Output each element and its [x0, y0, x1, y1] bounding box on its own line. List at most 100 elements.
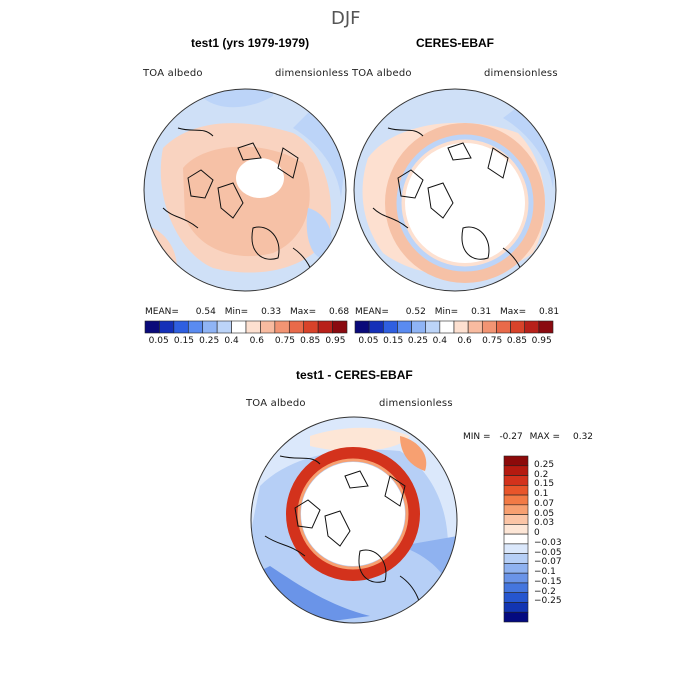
colorbar-swatch [354, 320, 370, 334]
colorbar-tick-label: −0.2 [534, 586, 556, 597]
colorbar-swatch [503, 455, 529, 467]
colorbar-swatch [159, 320, 175, 334]
colorbar-tick-label: 0.4 [432, 336, 447, 346]
colorbar-swatch [481, 320, 497, 334]
colorbar-tick-label: 0 [534, 528, 540, 539]
panel2-mean-label: MEAN= [355, 307, 389, 317]
colorbar-tick-label: −0.05 [534, 547, 562, 558]
colorbar-tick-label: 0.75 [482, 336, 503, 346]
colorbar-swatch [332, 320, 348, 334]
colorbar-swatch [288, 320, 305, 334]
colorbar-swatch [503, 592, 529, 603]
colorbar-swatch [503, 494, 529, 506]
colorbar-swatch [503, 563, 529, 574]
colorbar-swatch [503, 543, 529, 554]
colorbar-tick-label: 0.75 [274, 336, 295, 346]
colorbar-swatch [216, 320, 232, 334]
colorbar-tick-label: 0.2 [534, 469, 549, 480]
colorbar-swatch [274, 320, 290, 334]
panel1-min-label: Min= [224, 307, 249, 317]
panel2-title: CERES-EBAF [416, 36, 495, 50]
panel3-variable-label: TOA albedo [246, 398, 306, 409]
colorbar-tick-label: 0.1 [534, 489, 549, 500]
colorbar-tick-label: 0.85 [506, 336, 527, 346]
panel1-colorbar-ticks: 0.05 0.15 0.25 0.4 0.6 0.75 0.85 0.95 [145, 336, 347, 348]
colorbar-tick-label: 0.05 [534, 508, 555, 519]
panel3-colorbar [503, 455, 529, 623]
panel1-max: 0.68 [329, 307, 350, 317]
colorbar-tick-label: 0.25 [534, 459, 555, 470]
colorbar-tick-label: 0.15 [383, 336, 404, 346]
panel2-min: 0.31 [471, 307, 492, 317]
colorbar-swatch [397, 320, 412, 334]
panel3-units-label: dimensionless [379, 398, 453, 409]
colorbar-tick-label: 0.6 [249, 336, 264, 346]
panel2-min-label: Min= [434, 307, 459, 317]
colorbar-tick-label: 0.15 [173, 336, 194, 346]
panel1-mean-label: MEAN= [145, 307, 179, 317]
colorbar-tick-label: 0.25 [199, 336, 220, 346]
panel2-map [353, 88, 557, 292]
panel2-variable-label: TOA albedo [352, 68, 412, 79]
colorbar-swatch [231, 320, 247, 334]
colorbar-tick-label: 0.07 [534, 498, 555, 509]
colorbar-swatch [317, 320, 333, 334]
colorbar-tick-label: 0.85 [300, 336, 321, 346]
colorbar-tick-label: −0.03 [534, 537, 562, 548]
panel1-mean: 0.54 [195, 307, 216, 317]
colorbar-swatch [503, 533, 529, 545]
colorbar-tick-label: 0.15 [534, 479, 555, 490]
panel2-stats: MEAN= 0.52 Min= 0.31 Max= 0.81 [355, 307, 560, 317]
colorbar-swatch [425, 320, 441, 334]
colorbar-swatch [503, 465, 529, 476]
panel3-max-label: MAX = [529, 432, 561, 442]
colorbar-swatch [411, 320, 427, 334]
panel2-mean: 0.52 [405, 307, 426, 317]
colorbar-tick-label: −0.07 [534, 557, 562, 568]
colorbar-swatch [453, 320, 469, 334]
colorbar-swatch [496, 320, 511, 334]
panel2-max-label: Max= [500, 307, 527, 317]
colorbar-tick-label: 0.6 [457, 336, 472, 346]
colorbar-tick-label: −0.15 [534, 576, 562, 587]
figure-title: DJF [331, 8, 361, 29]
colorbar-swatch [510, 320, 526, 334]
colorbar-tick-label: 0.25 [407, 336, 428, 346]
panel1-variable-label: TOA albedo [143, 68, 203, 79]
panel3-title: test1 - CERES-EBAF [296, 368, 413, 382]
panel1-colorbar [144, 320, 348, 334]
colorbar-swatch [368, 320, 384, 334]
colorbar-swatch [503, 484, 529, 496]
panel2-colorbar-ticks: 0.05 0.15 0.25 0.4 0.6 0.75 0.85 0.95 [355, 336, 553, 348]
panel1-map [143, 88, 347, 292]
colorbar-swatch [524, 320, 540, 334]
panel3-map [250, 416, 458, 624]
panel3-min: -0.27 [499, 432, 523, 442]
panel1-min: 0.33 [261, 307, 282, 317]
colorbar-swatch [439, 320, 455, 334]
panel1-title: test1 (yrs 1979-1979) [191, 36, 310, 50]
panel3-colorbar-ticks: 0.25 0.2 0.15 0.1 0.07 0.05 0.03 0 −0.03 −0.05 −0.… [534, 456, 574, 622]
colorbar-tick-label: 0.03 [534, 518, 555, 529]
panel1-stats: MEAN= 0.54 Min= 0.33 Max= 0.68 [145, 307, 350, 317]
colorbar-swatch [503, 475, 529, 486]
colorbar-swatch [467, 320, 483, 334]
colorbar-swatch [187, 320, 204, 334]
panel3-min-label: MIN = [463, 432, 491, 442]
colorbar-tick-label: 0.05 [148, 336, 169, 346]
panel1-max-label: Max= [290, 307, 317, 317]
colorbar-swatch [382, 320, 398, 334]
panel2-max: 0.81 [539, 307, 560, 317]
colorbar-tick-label: 0.95 [531, 336, 552, 346]
panel3-max: 0.32 [572, 432, 594, 442]
colorbar-swatch [260, 320, 276, 334]
colorbar-swatch [303, 320, 319, 334]
panel2-units-label: dimensionless [484, 68, 558, 79]
colorbar-swatch [538, 320, 554, 334]
panel1-units-label: dimensionless [275, 68, 349, 79]
colorbar-swatch [503, 524, 529, 535]
colorbar-tick-label: −0.25 [534, 596, 562, 607]
colorbar-swatch [503, 611, 529, 623]
colorbar-tick-label: 0.05 [358, 336, 379, 346]
colorbar-swatch [144, 320, 160, 334]
